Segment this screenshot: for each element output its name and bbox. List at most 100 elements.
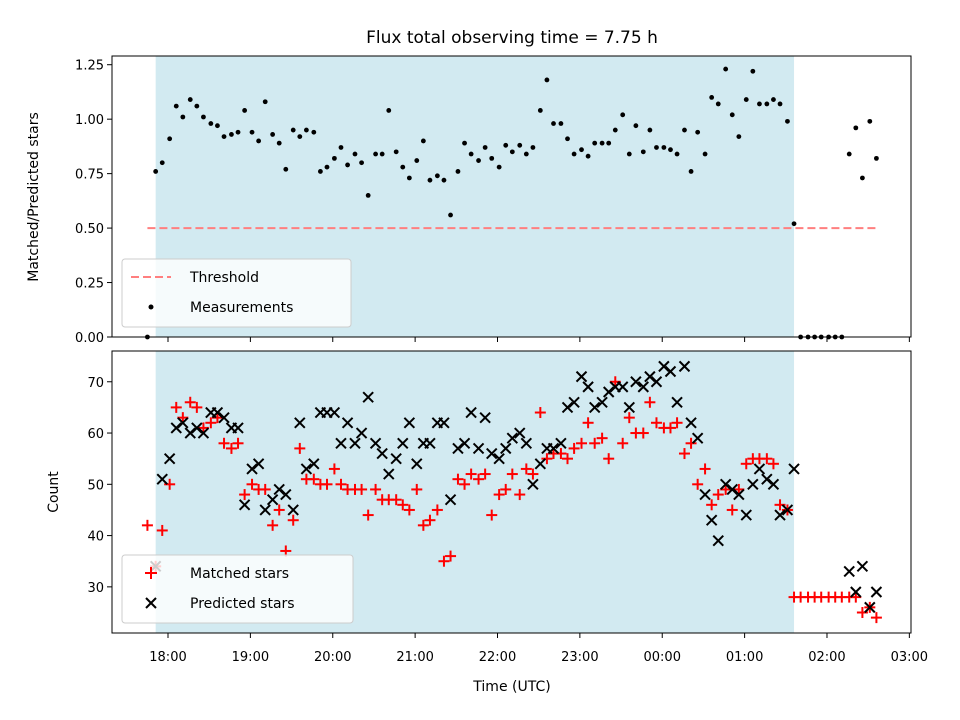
measurement-point [221, 134, 227, 139]
predicted-star-point [390, 452, 402, 465]
matched-star-point [576, 437, 588, 449]
measurement-point [860, 175, 865, 181]
measurement-point [771, 97, 776, 102]
measurement-point [420, 138, 426, 144]
x-tick-label: 20:00 [314, 650, 351, 665]
chart-title: Flux total observing time = 7.75 h [366, 28, 658, 48]
predicted-star-point [767, 478, 780, 491]
measurement-point [386, 108, 392, 113]
predicted-star-point [650, 376, 663, 388]
matched-star-point [177, 412, 189, 424]
matched-star-point [506, 468, 518, 480]
matched-legend-swatch [145, 567, 157, 579]
measurement-point [317, 169, 323, 174]
predicted-star-point [383, 468, 395, 480]
matched-star-point [170, 401, 182, 413]
matched-star-point [239, 489, 251, 501]
matched-star-point [328, 463, 340, 475]
predicted-star-point [308, 458, 320, 470]
x-tick-label: 23:00 [561, 650, 598, 665]
measurement-point [682, 127, 687, 133]
predicted-star-point [514, 427, 526, 439]
top-axes-frame [111, 55, 912, 338]
matched-star-point [417, 519, 429, 531]
matched-legend-label: Matched stars [190, 566, 289, 582]
measurement-point [565, 136, 570, 142]
matched-star-point [156, 524, 168, 536]
matched-star-point [850, 591, 862, 603]
measurement-point [400, 164, 406, 170]
matched-star-point [541, 453, 553, 465]
matched-star-point [267, 519, 279, 531]
bottom-legend: Matched stars Predicted stars [121, 554, 354, 624]
measurement-point [743, 97, 749, 102]
bottom-y-axis-label: Count [46, 471, 62, 513]
measurement-point [791, 221, 797, 227]
predicted-star-point [575, 370, 588, 383]
measurement-point [764, 101, 770, 107]
bottom-y-tick-label: 70 [87, 376, 104, 391]
measurement-point [365, 193, 371, 198]
predicted-star-point [781, 504, 794, 516]
matched-star-point [726, 504, 738, 516]
x-tick-label: 01:00 [726, 650, 763, 665]
predicted-star-point [568, 396, 580, 408]
measurement-point [874, 155, 879, 161]
measurement-point [229, 132, 234, 137]
predicted-star-point [238, 499, 251, 511]
matched-star-point [650, 417, 662, 429]
measurement-point [441, 177, 447, 183]
matched-star-point [685, 437, 697, 449]
x-tick-label: 18:00 [149, 650, 186, 665]
measurement-point [379, 151, 385, 157]
measurement-point [249, 129, 255, 135]
predicted-star-point [705, 514, 718, 526]
matched-star-point [452, 473, 464, 485]
matched-star-point [273, 504, 285, 516]
predicted-star-point [438, 417, 450, 429]
measurement-point [606, 140, 612, 146]
predicted-star-point [747, 478, 759, 491]
measurement-point [167, 136, 173, 142]
x-tick-label: 19:00 [232, 650, 269, 665]
top-y-tick-label: 0.00 [75, 331, 104, 346]
measurement-point [455, 169, 461, 174]
measurement-point [517, 142, 523, 148]
measurement-point [434, 173, 440, 179]
predicted-star-point [616, 381, 629, 393]
measurement-point [215, 123, 220, 129]
measurement-point [359, 160, 364, 166]
predicted-star-point [520, 437, 533, 449]
matched-star-point [664, 422, 676, 434]
predicted-star-point [362, 391, 374, 403]
predicted-star-point [699, 488, 711, 501]
predicted-star-point [719, 478, 732, 491]
measurement-point [599, 140, 605, 146]
predicted-star-point [273, 483, 285, 496]
top-legend-box [121, 258, 352, 328]
matched-star-point [141, 519, 153, 531]
predicted-star-point [218, 411, 230, 424]
predicted-star-point [266, 493, 279, 506]
matched-star-point [603, 453, 615, 465]
matched-star-point [500, 483, 512, 495]
matched-star-point [390, 494, 402, 506]
matched-star-point [493, 489, 505, 501]
predicted-star-point [602, 386, 615, 398]
measurement-point [668, 147, 673, 153]
matched-star-point [856, 606, 868, 618]
matched-star-point [197, 422, 209, 434]
top-y-axis-label: Matched/Predicted stars [26, 112, 42, 282]
predicted-star-point [678, 360, 691, 373]
top-axes: 0.00 0.25 0.50 0.75 1.00 1.25 Matched/Predict… [26, 55, 912, 346]
measurement-point [489, 155, 495, 161]
measurement-point [373, 151, 378, 157]
measurement-point [777, 101, 783, 107]
matched-star-point [596, 432, 608, 444]
matched-star-point [527, 468, 539, 480]
predicted-star-point [191, 422, 203, 434]
measurement-point [462, 140, 467, 146]
predicted-star-point [232, 422, 244, 434]
matched-star-point [211, 412, 223, 424]
